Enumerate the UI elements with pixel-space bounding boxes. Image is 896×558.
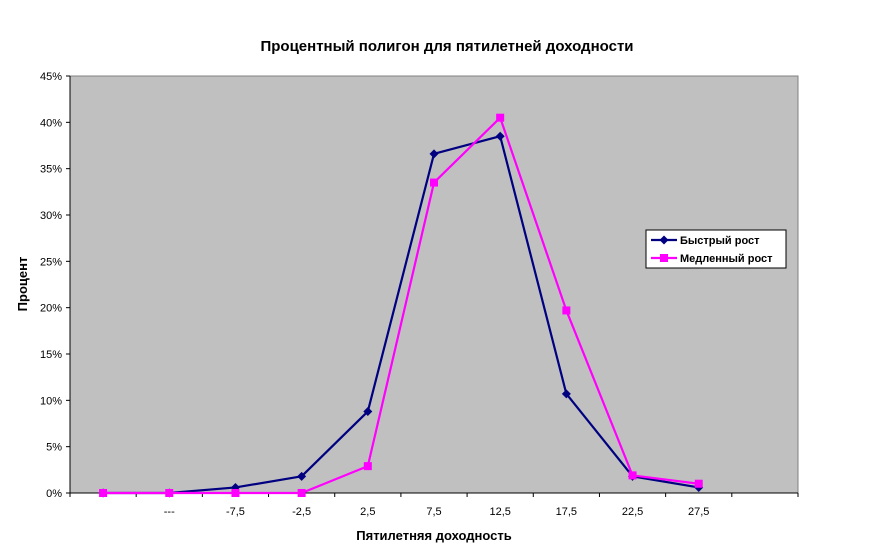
x-tick-label: 2,5	[360, 506, 375, 518]
y-axis-label: Процент	[15, 257, 30, 312]
data-point	[495, 131, 505, 141]
x-tick-label: 27,5	[688, 506, 709, 518]
y-tick-label: 15%	[40, 349, 62, 361]
y-tick-label: 0%	[46, 488, 62, 500]
data-point	[363, 462, 372, 471]
legend-marker	[660, 254, 668, 262]
legend-item: Медленный рост	[651, 253, 773, 265]
data-point	[231, 489, 240, 497]
series-line	[103, 116, 699, 495]
legend: Быстрый рост Медленный рост	[645, 229, 787, 269]
data-point	[430, 178, 438, 187]
legend-item: Быстрый рост	[651, 235, 760, 247]
series-2	[99, 113, 703, 497]
y-tick-label: 45%	[40, 71, 62, 83]
data-point	[165, 489, 174, 497]
y-tick-label: 5%	[46, 442, 62, 454]
legend-label: Медленный рост	[680, 253, 773, 265]
data-point	[429, 149, 439, 159]
data-point	[99, 489, 108, 497]
data-point	[694, 479, 703, 488]
y-tick-label: 25%	[40, 256, 62, 268]
plot-area	[69, 75, 799, 494]
x-tick-label: 17,5	[556, 506, 577, 518]
y-tick-label: 10%	[40, 395, 62, 407]
y-tick-label: 20%	[40, 303, 62, 315]
data-point	[496, 113, 505, 122]
data-point	[562, 306, 571, 315]
y-tick-label: 40%	[40, 117, 62, 129]
series-line	[103, 135, 699, 495]
legend-label: Быстрый рост	[680, 235, 760, 247]
legend-box	[645, 229, 787, 269]
data-point	[628, 471, 637, 480]
x-axis-label: Пятилетняя доходность	[356, 528, 511, 543]
x-tick-label: ---	[164, 506, 175, 518]
y-axis: 0% 5% 10% 15% 20% 25% 30% 35% 40% 45%	[40, 71, 71, 500]
x-tick-label: -2,5	[292, 506, 311, 518]
series-layer	[98, 113, 704, 498]
legend-marker	[659, 235, 669, 245]
x-axis: --- -7,5 -2,5 2,5 7,5 12,5 17,5 22,5 27,5	[69, 492, 799, 518]
x-tick-label: 22,5	[622, 506, 643, 518]
y-tick-label: 35%	[40, 164, 62, 176]
x-tick-label: 7,5	[426, 506, 441, 518]
x-tick-label: 12,5	[489, 506, 510, 518]
chart-title: Процентный полигон для пятилетней доходн…	[260, 38, 633, 55]
data-point	[297, 471, 307, 481]
data-point	[297, 489, 306, 497]
data-point	[561, 389, 571, 399]
x-tick-label: -7,5	[226, 506, 245, 518]
data-point	[363, 406, 373, 416]
y-tick-label: 30%	[40, 210, 62, 222]
